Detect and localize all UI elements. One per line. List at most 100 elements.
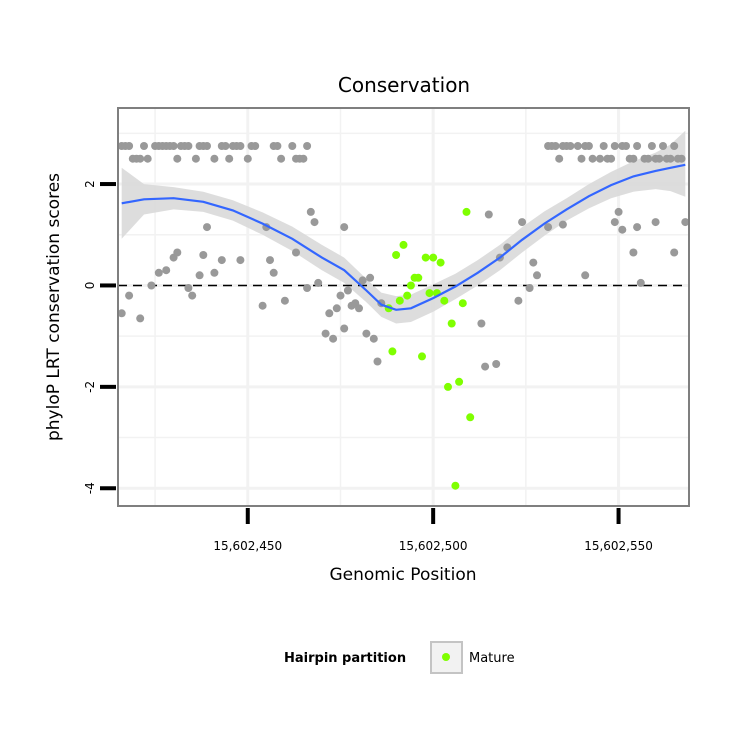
- point-other: [258, 301, 267, 310]
- y-tick-label: -4: [83, 482, 97, 494]
- point-other: [147, 281, 156, 290]
- point-other: [303, 142, 312, 150]
- point-other: [366, 273, 375, 282]
- point-other: [210, 154, 219, 163]
- y-axis-title: phyloP LRT conservation scores: [44, 173, 64, 441]
- x-axis-title: Genomic Position: [329, 565, 476, 585]
- point-other: [610, 142, 619, 150]
- point-mature: [440, 296, 449, 305]
- point-other: [618, 225, 627, 234]
- point-other: [217, 256, 226, 265]
- point-other: [681, 218, 690, 227]
- point-other: [221, 142, 230, 150]
- point-other: [125, 291, 134, 300]
- x-tick-label: 15,602,550: [584, 539, 653, 553]
- point-other: [336, 291, 345, 300]
- point-other: [647, 142, 656, 150]
- point-other: [610, 218, 619, 227]
- legend-title: Hairpin partition: [284, 651, 406, 666]
- point-other: [518, 218, 527, 227]
- smooth-line-layer: [121, 163, 686, 311]
- point-other: [117, 309, 126, 318]
- point-other: [251, 142, 260, 150]
- point-other: [188, 291, 197, 300]
- point-other: [355, 304, 363, 313]
- point-other: [369, 334, 378, 343]
- point-other: [136, 154, 145, 163]
- point-other: [191, 154, 200, 163]
- point-other: [173, 154, 182, 163]
- point-other: [659, 142, 667, 150]
- point-other: [314, 278, 323, 287]
- point-other: [514, 296, 523, 305]
- point-other: [629, 248, 638, 257]
- y-tick-label: -2: [83, 381, 97, 393]
- point-other: [277, 154, 286, 163]
- point-other: [484, 210, 493, 219]
- point-other: [184, 284, 193, 292]
- point-other: [544, 223, 553, 232]
- point-other: [629, 154, 638, 163]
- point-other: [358, 276, 367, 285]
- point-other: [577, 154, 586, 163]
- point-other: [343, 286, 352, 295]
- point-other: [614, 207, 623, 216]
- point-other: [303, 284, 312, 292]
- point-other: [288, 142, 297, 150]
- point-mature: [425, 289, 434, 298]
- point-other: [584, 142, 593, 150]
- point-other: [555, 154, 564, 163]
- point-other: [558, 220, 567, 229]
- point-other: [670, 142, 679, 150]
- point-other: [203, 142, 211, 150]
- point-other: [633, 223, 642, 232]
- point-other: [332, 304, 341, 313]
- point-other: [162, 266, 171, 275]
- point-other: [321, 329, 330, 338]
- point-mature: [444, 382, 452, 391]
- point-other: [340, 223, 349, 232]
- point-mature: [414, 273, 423, 282]
- point-other: [666, 154, 675, 163]
- point-other: [529, 258, 538, 267]
- y-tick-label: 2: [83, 180, 97, 188]
- point-other: [269, 268, 278, 277]
- point-mature: [436, 258, 445, 267]
- point-mature: [388, 347, 397, 356]
- point-other: [525, 284, 534, 292]
- point-other: [243, 154, 252, 163]
- point-other: [184, 142, 193, 150]
- point-other: [210, 268, 219, 277]
- point-mature: [451, 481, 460, 490]
- point-other: [266, 256, 274, 265]
- x-axis: 15,602,450 15,602,500 15,602,550: [213, 508, 653, 553]
- points-layer: [117, 142, 690, 490]
- legend-key-mature-dot: [442, 653, 450, 661]
- point-other: [362, 329, 371, 338]
- point-other: [636, 278, 645, 287]
- point-other: [651, 218, 660, 227]
- point-other: [292, 248, 300, 257]
- point-other: [607, 154, 616, 163]
- point-other: [566, 142, 575, 150]
- point-other: [140, 142, 148, 150]
- point-mature: [421, 253, 430, 262]
- point-other: [581, 271, 590, 280]
- point-mature: [403, 291, 412, 300]
- point-other: [573, 142, 582, 150]
- y-tick-label: 0: [83, 282, 97, 290]
- point-mature: [447, 319, 456, 328]
- point-other: [670, 248, 679, 257]
- point-other: [373, 357, 382, 366]
- chart-title: Conservation: [338, 73, 470, 97]
- point-mature: [455, 377, 464, 386]
- point-mature: [406, 281, 415, 290]
- point-other: [280, 296, 289, 305]
- point-other: [154, 268, 163, 277]
- point-other: [125, 142, 134, 150]
- point-other: [273, 142, 282, 150]
- point-mature: [462, 207, 471, 216]
- point-other: [169, 142, 178, 150]
- point-other: [644, 154, 653, 163]
